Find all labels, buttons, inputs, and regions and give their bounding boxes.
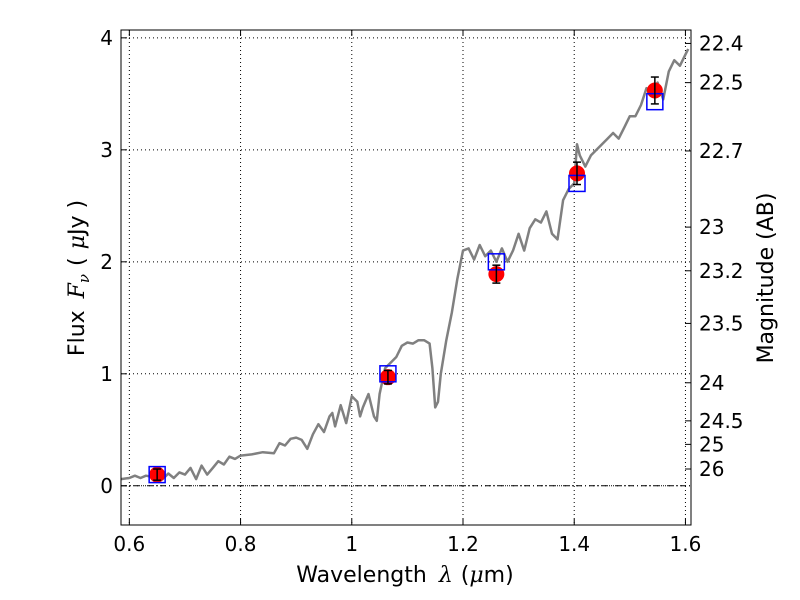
photometry-markers — [148, 76, 664, 484]
x-tick-label: 1.2 — [447, 532, 479, 556]
x-tick-label: 1.6 — [670, 532, 702, 556]
magnitude-tick-label: 24 — [699, 371, 724, 395]
x-axis-label: Wavelength λ (μm) — [296, 563, 513, 588]
x-tick-label: 1.4 — [558, 532, 590, 556]
spectrum-line — [120, 48, 690, 481]
magnitude-tick-label: 22.5 — [699, 71, 744, 95]
y-axis-label: FluxFν(μJy ) — [65, 200, 93, 356]
plot-frame — [120, 29, 692, 526]
magnitude-tick-label: 25 — [699, 432, 724, 456]
x-tick-label: 0.8 — [225, 532, 257, 556]
y-tick-label: 3 — [100, 138, 113, 162]
magnitude-tick-label: 23.5 — [699, 311, 744, 335]
grid-lines — [121, 30, 691, 525]
x-tick-label: 1 — [345, 532, 358, 556]
y-tick-label: 4 — [100, 26, 113, 50]
model-point — [148, 465, 166, 484]
magnitude-tick-label: 22.4 — [699, 31, 744, 55]
magnitude-tick-label: 22.7 — [699, 139, 744, 163]
magnitude-tick-label: 26 — [699, 457, 724, 481]
y-tick-label: 2 — [100, 250, 113, 274]
y-tick-label: 1 — [100, 362, 113, 386]
magnitude-tick-label: 23.2 — [699, 259, 744, 283]
magnitude-axis-label: Magnitude (AB) — [754, 193, 779, 364]
magnitude-tick-label: 23 — [699, 215, 724, 239]
x-tick-label: 0.6 — [113, 532, 145, 556]
y-tick-label: 0 — [100, 474, 113, 498]
spectrum-series — [120, 48, 690, 481]
axes-frame — [120, 29, 692, 526]
magnitude-tick-label: 24.5 — [699, 409, 744, 433]
